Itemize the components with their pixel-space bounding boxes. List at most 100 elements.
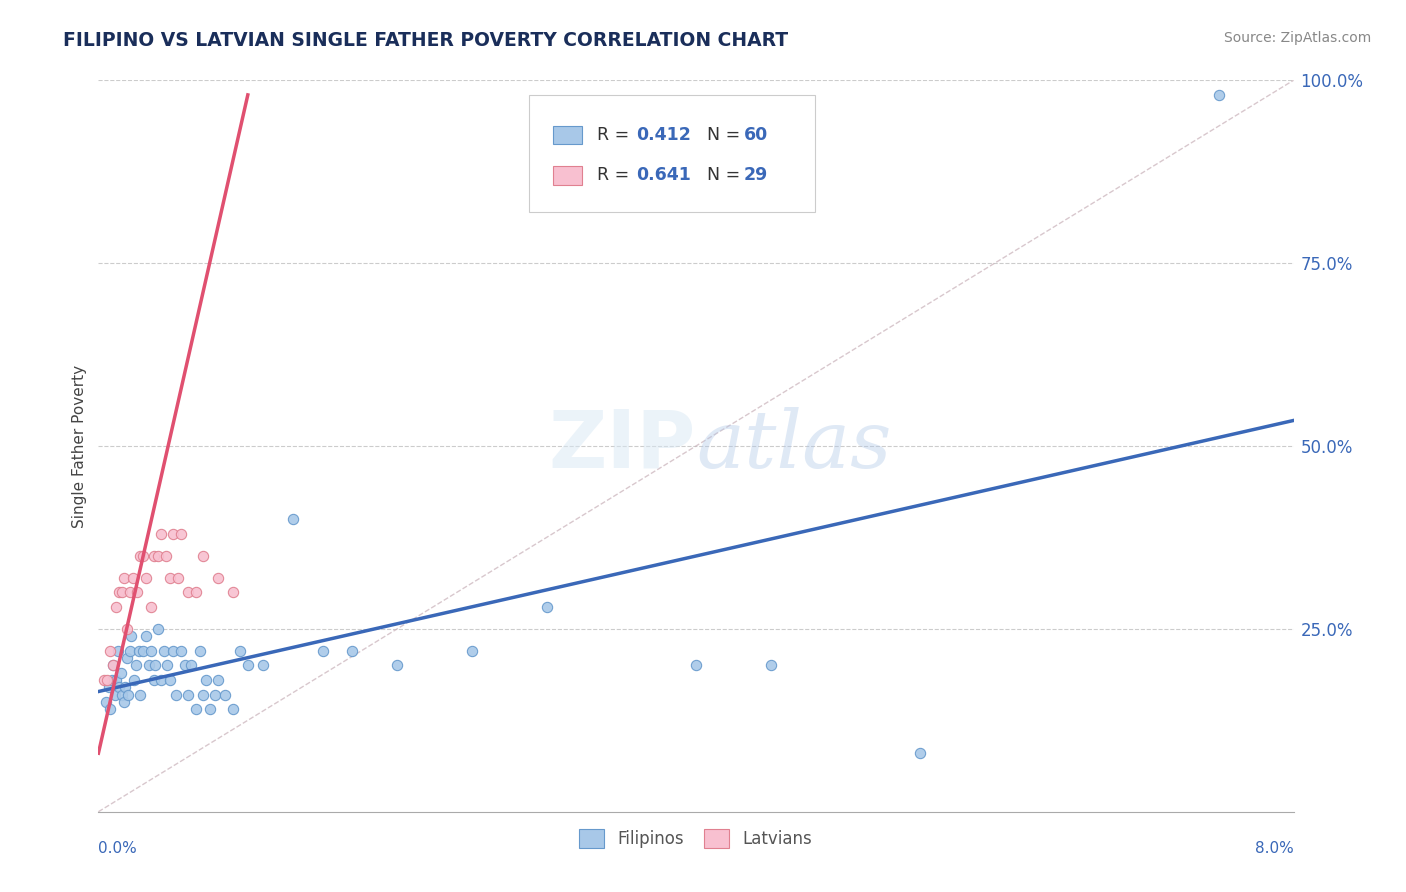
Text: N =: N = [696,167,745,185]
Point [104,688,127,702]
Point [115,622,138,636]
Point [184,702,207,716]
Point [174,658,197,673]
Point [342,644,364,658]
Point [536,599,558,614]
Point [191,549,214,563]
Point [1208,87,1230,102]
Point [148,549,170,563]
Point [97,681,120,695]
Point [153,644,176,658]
FancyBboxPatch shape [529,95,815,212]
Bar [553,166,582,185]
Point [112,695,135,709]
Point [127,585,149,599]
Point [166,571,188,585]
Point [121,571,143,585]
Text: 0.641: 0.641 [637,167,692,185]
Point [129,688,152,702]
Point [177,688,200,702]
Text: 8.0%: 8.0% [1254,841,1294,856]
Legend: Filipinos, Latvians: Filipinos, Latvians [572,822,820,855]
Point [311,644,333,658]
Point [142,673,165,687]
Point [155,549,177,563]
Point [118,585,141,599]
Y-axis label: Single Father Poverty: Single Father Poverty [72,365,87,527]
Point [114,681,136,695]
Point [93,673,115,687]
Point [281,512,304,526]
Point [132,549,155,563]
Text: ZIP: ZIP [548,407,696,485]
Point [156,658,179,673]
Point [685,658,707,673]
Point [112,571,135,585]
Point [188,644,211,658]
Point [94,695,117,709]
Point [252,658,274,673]
Point [111,585,134,599]
Point [204,688,226,702]
Point [207,571,229,585]
Point [105,673,128,687]
Point [207,673,229,687]
Point [135,629,157,643]
Point [142,549,165,563]
Point [159,571,181,585]
Point [129,549,152,563]
Point [169,644,191,658]
Point [159,673,181,687]
Text: 0.412: 0.412 [637,126,692,145]
Text: 29: 29 [744,167,768,185]
Text: N =: N = [696,126,745,145]
Point [103,658,125,673]
Point [110,665,132,680]
Point [169,526,191,541]
Point [148,622,170,636]
Point [200,702,222,716]
Point [162,644,184,658]
Point [759,658,782,673]
Point [98,702,122,716]
Bar [553,126,582,145]
Text: 0.0%: 0.0% [98,841,138,856]
Text: 60: 60 [744,126,768,145]
Point [236,658,259,673]
Point [107,644,129,658]
Point [222,585,245,599]
Text: FILIPINO VS LATVIAN SINGLE FATHER POVERTY CORRELATION CHART: FILIPINO VS LATVIAN SINGLE FATHER POVERT… [63,31,789,50]
Point [214,688,236,702]
Point [124,673,146,687]
Point [165,688,187,702]
Point [150,526,173,541]
Point [118,644,141,658]
Point [139,599,162,614]
Point [108,585,131,599]
Point [132,644,155,658]
Point [111,688,134,702]
Point [191,688,214,702]
Point [184,585,207,599]
Point [229,644,252,658]
Point [222,702,245,716]
Text: Source: ZipAtlas.com: Source: ZipAtlas.com [1223,31,1371,45]
Point [195,673,218,687]
Point [125,658,148,673]
Point [105,599,128,614]
Point [150,673,173,687]
Point [162,526,184,541]
Text: R =: R = [596,167,634,185]
Point [135,571,157,585]
Point [98,644,122,658]
Point [385,658,409,673]
Text: R =: R = [596,126,634,145]
Point [180,658,202,673]
Point [138,658,160,673]
Point [101,673,124,687]
Point [139,644,162,658]
Point [117,688,139,702]
Point [177,585,200,599]
Point [143,658,166,673]
Point [461,644,484,658]
